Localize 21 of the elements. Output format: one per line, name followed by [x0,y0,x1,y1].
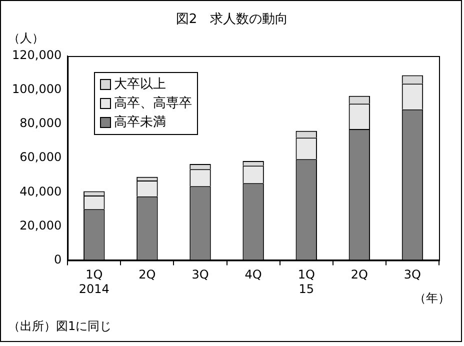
y-axis-title: （人） [8,30,44,47]
y-tick-label: 100,000 [12,82,62,96]
y-tick-label: 80,000 [20,116,62,130]
x-tick-label: 2Q [138,268,156,282]
x-tick-label: 1Q 2014 [78,268,110,296]
y-tick-label: 120,000 [12,48,62,62]
x-tick-label: 3Q [192,268,209,282]
x-tick-label: 4Q [244,268,262,282]
x-axis-title: （年） [414,290,450,307]
y-tick-label: 60,000 [20,150,62,164]
y-tick-label: 0 [54,252,62,266]
x-tick-label: 2Q [350,268,368,282]
y-tick-label: 20,000 [20,218,62,232]
legend-label: 高卒、高専卒 [114,95,192,113]
x-tick-label: 1Q 15 [298,268,315,296]
x-tick-label: 3Q [404,268,422,282]
y-tick-label: 40,000 [20,184,62,198]
legend-label: 高卒未満 [114,114,166,132]
legend-label: 大卒以上 [114,76,166,94]
chart-title: 図2 求人数の動向 [174,11,290,28]
text: （出所）図1に同じ [8,318,112,335]
